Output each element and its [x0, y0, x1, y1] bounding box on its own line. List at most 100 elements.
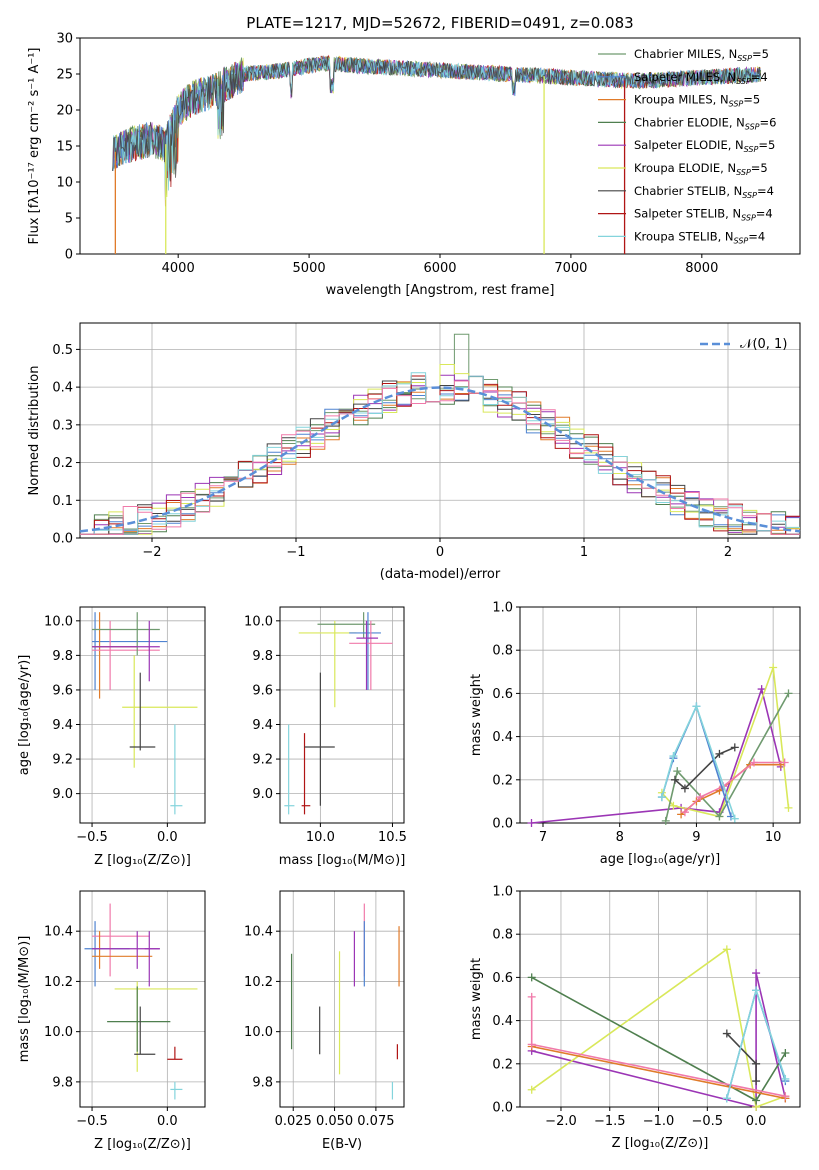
y-tick-label: 9.4	[252, 718, 273, 733]
y-tick-label: 10.4	[44, 925, 73, 940]
legend-label: Kroupa STELIB, NSSP=4	[634, 229, 765, 245]
y-tick-label: 0.0	[492, 817, 513, 832]
y-tick-label: 25	[56, 68, 73, 83]
gaussian-curve	[79, 386, 801, 533]
residuals-ylabel: Normed distribution	[27, 366, 42, 496]
weight-series	[665, 693, 790, 821]
weight-marker	[680, 808, 689, 817]
legend-label: Chabrier STELIB, NSSP=4	[634, 184, 774, 200]
y-tick-label: 10.0	[244, 1025, 273, 1040]
weight-marker	[527, 1085, 536, 1094]
weight-marker	[781, 1074, 790, 1083]
x-tick-label: 10.5	[378, 830, 407, 845]
x-tick-label: −1.0	[643, 1114, 675, 1129]
y-tick-label: 9.2	[52, 753, 73, 768]
y-tick-label: 9.8	[52, 1075, 73, 1090]
x-tick-label: −2.0	[545, 1114, 577, 1129]
x-tick-label: 0.025	[275, 1114, 312, 1129]
weight-marker	[784, 689, 793, 698]
weight-series	[684, 761, 785, 813]
y-tick-label: 0.4	[492, 1014, 513, 1029]
spectrum-ylabel: Flux [fλ10⁻¹⁷ erg cm⁻² s⁻¹ A⁻¹]	[27, 48, 42, 245]
legend-label: Chabrier MILES, NSSP=5	[634, 47, 769, 63]
y-tick-label: 9.0	[52, 787, 73, 802]
y-tick-label: 20	[56, 104, 73, 119]
y-tick-label: 9.6	[52, 683, 73, 698]
x-tick-label: 7000	[554, 261, 587, 276]
weight-marker	[781, 1092, 790, 1101]
x-tick-label: −0.5	[692, 1114, 724, 1129]
y-tick-label: 0.4	[52, 381, 73, 396]
axes-frame	[279, 606, 405, 824]
y-tick-label: 0.6	[492, 971, 513, 986]
weight_vs_age-xlabel: age [log₁₀(age/yr)]	[600, 852, 721, 867]
y-tick-label: 9.2	[252, 753, 273, 768]
x-tick-label: 0.050	[316, 1114, 353, 1129]
weight-marker	[673, 767, 682, 776]
axes-frame	[279, 890, 405, 1108]
legend-label: Salpeter MILES, NSSP=4	[634, 70, 768, 86]
axes-frame	[519, 606, 801, 824]
x-tick-label: 1	[580, 545, 588, 560]
weight-marker	[680, 784, 689, 793]
y-tick-label: 10.2	[244, 975, 273, 990]
weight-marker	[527, 819, 536, 827]
weight-marker	[669, 752, 678, 761]
mass_vs_Z-ylabel: mass [log₁₀(M/M⊙)]	[17, 936, 32, 1063]
legend-label: Kroupa ELODIE, NSSP=5	[634, 161, 768, 177]
weight-marker	[661, 816, 670, 825]
spectrum-line	[112, 55, 762, 182]
weight-marker	[696, 793, 705, 802]
weight-marker	[784, 803, 793, 812]
residual-histogram	[80, 380, 800, 535]
weight-marker	[780, 758, 789, 767]
y-tick-label: 10.0	[44, 1025, 73, 1040]
x-tick-label: 7	[539, 830, 547, 845]
age_vs_mass-xlabel: mass [log₁₀(M/M⊙)]	[279, 853, 406, 868]
x-tick-label: −0.5	[76, 830, 108, 845]
y-tick-label: 10.0	[44, 614, 73, 629]
y-tick-label: 0.8	[492, 644, 513, 659]
weight_vs_Z-ylabel: mass weight	[469, 958, 484, 1040]
y-tick-label: 0.1	[52, 494, 73, 509]
y-tick-label: 10.0	[244, 614, 273, 629]
weight-series	[531, 1045, 786, 1100]
x-tick-label: −0.5	[76, 1114, 108, 1129]
y-tick-label: 0	[65, 248, 73, 263]
mass_vs_EBV-xlabel: E(B-V)	[322, 1137, 362, 1152]
axes-frame	[79, 606, 206, 824]
mass_vs_Z-panel: −0.5 0.0 9.8 10.0 10.2 10.4 Z [log₁₀(Z/Z⊙)] mas…	[17, 890, 206, 1152]
mass_vs_EBV-panel: 0.025 0.050 0.075 9.8 10.0 10.2 10.4 E(B-V)	[244, 890, 405, 1152]
weight-series	[726, 1033, 757, 1082]
weight-marker	[722, 1029, 731, 1038]
y-tick-label: 0.3	[52, 418, 73, 433]
weight_vs_age-ylabel: mass weight	[469, 674, 484, 756]
y-tick-label: 5	[65, 212, 73, 227]
legend-label: Salpeter ELODIE, NSSP=5	[634, 138, 775, 154]
x-tick-label: 2	[724, 545, 732, 560]
x-tick-label: 8	[616, 830, 624, 845]
weight-marker	[527, 992, 536, 1001]
legend-label: Kroupa MILES, NSSP=5	[634, 93, 760, 109]
weight-marker	[757, 685, 766, 694]
age_vs_mass-panel: 10.0 10.5 9.0 9.2 9.4 9.6 9.8 10.0 mass [log₁₀(M…	[244, 606, 407, 868]
weight-series	[674, 746, 736, 790]
weight-marker	[749, 758, 758, 767]
weight-marker	[769, 663, 778, 672]
weight-marker	[752, 1077, 761, 1086]
weight-marker	[527, 1040, 536, 1049]
spectrum-xlabel: wavelength [Angstrom, rest frame]	[326, 283, 555, 298]
residuals-xlabel: (data-model)/error	[380, 567, 501, 582]
mass_vs_Z-xlabel: Z [log₁₀(Z/Z⊙)]	[94, 1137, 191, 1152]
legend-label: Chabrier ELODIE, NSSP=6	[634, 115, 776, 131]
residual-histogram	[80, 364, 800, 535]
x-tick-label: −2	[142, 545, 161, 560]
x-tick-label: 0.075	[357, 1114, 394, 1129]
y-tick-label: 0.2	[52, 456, 73, 471]
weight-marker	[722, 945, 731, 954]
weight_vs_Z-xlabel: Z [log₁₀(Z/Z⊙)]	[612, 1136, 709, 1151]
weight-marker	[752, 1096, 761, 1105]
x-tick-label: 9	[692, 830, 700, 845]
y-tick-label: 0.2	[492, 773, 513, 788]
y-tick-label: 9.4	[52, 718, 73, 733]
